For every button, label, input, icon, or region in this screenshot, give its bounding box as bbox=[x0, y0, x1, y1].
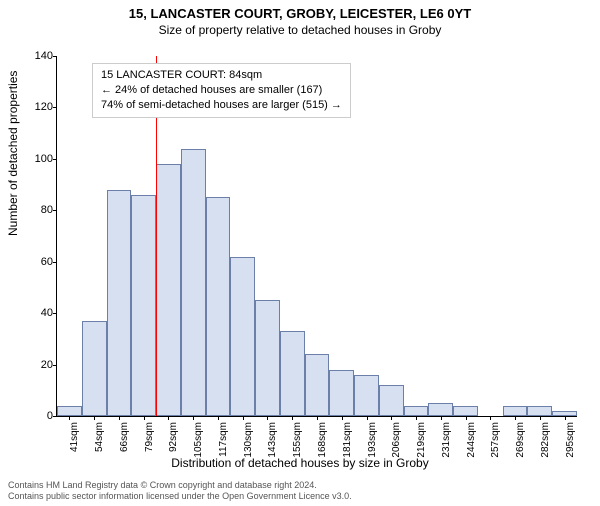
histogram-bar bbox=[206, 197, 231, 416]
x-tick-mark bbox=[342, 416, 343, 420]
histogram-bar bbox=[329, 370, 354, 416]
y-tick-label: 100 bbox=[27, 153, 53, 165]
chart-title-main: 15, LANCASTER COURT, GROBY, LEICESTER, L… bbox=[0, 6, 600, 21]
histogram-bar bbox=[453, 406, 478, 416]
info-line-3: 74% of semi-detached houses are larger (… bbox=[101, 98, 342, 113]
chart-title-sub: Size of property relative to detached ho… bbox=[0, 23, 600, 37]
x-tick-mark bbox=[540, 416, 541, 420]
y-tick-label: 80 bbox=[27, 204, 53, 216]
histogram-bar bbox=[156, 164, 181, 416]
y-tick-mark bbox=[53, 262, 57, 263]
x-tick-mark bbox=[243, 416, 244, 420]
info-line-2: ← 24% of detached houses are smaller (16… bbox=[101, 83, 342, 98]
y-tick-mark bbox=[53, 159, 57, 160]
x-tick-mark bbox=[367, 416, 368, 420]
histogram-bar bbox=[428, 403, 453, 416]
y-tick-mark bbox=[53, 365, 57, 366]
histogram-bar bbox=[503, 406, 528, 416]
histogram-bar bbox=[230, 257, 255, 416]
histogram-bar bbox=[255, 300, 280, 416]
footer-line-2: Contains public sector information licen… bbox=[8, 491, 352, 502]
y-tick-label: 140 bbox=[27, 50, 53, 62]
x-tick-mark bbox=[441, 416, 442, 420]
footer-line-1: Contains HM Land Registry data © Crown c… bbox=[8, 480, 352, 491]
histogram-bar bbox=[527, 406, 552, 416]
x-tick-mark bbox=[565, 416, 566, 420]
histogram-bar bbox=[57, 406, 82, 416]
x-tick-mark bbox=[317, 416, 318, 420]
y-tick-mark bbox=[53, 210, 57, 211]
y-tick-mark bbox=[53, 107, 57, 108]
info-line-1: 15 LANCASTER COURT: 84sqm bbox=[101, 68, 342, 83]
x-tick-mark bbox=[193, 416, 194, 420]
x-tick-mark bbox=[94, 416, 95, 420]
histogram-bar bbox=[131, 195, 156, 416]
y-axis-label: Number of detached properties bbox=[6, 71, 20, 236]
y-tick-label: 120 bbox=[27, 101, 53, 113]
x-tick-mark bbox=[466, 416, 467, 420]
histogram-bar bbox=[379, 385, 404, 416]
x-tick-mark bbox=[69, 416, 70, 420]
x-tick-mark bbox=[267, 416, 268, 420]
y-tick-label: 40 bbox=[27, 307, 53, 319]
y-tick-label: 60 bbox=[27, 256, 53, 268]
histogram-bar bbox=[305, 354, 330, 416]
x-tick-mark bbox=[168, 416, 169, 420]
x-tick-mark bbox=[292, 416, 293, 420]
x-tick-mark bbox=[416, 416, 417, 420]
histogram-bar bbox=[354, 375, 379, 416]
x-axis-label: Distribution of detached houses by size … bbox=[0, 456, 600, 470]
y-tick-mark bbox=[53, 416, 57, 417]
y-tick-label: 20 bbox=[27, 359, 53, 371]
x-tick-mark bbox=[391, 416, 392, 420]
x-tick-mark bbox=[218, 416, 219, 420]
y-tick-mark bbox=[53, 56, 57, 57]
footer-attribution: Contains HM Land Registry data © Crown c… bbox=[8, 480, 352, 503]
histogram-bar bbox=[82, 321, 107, 416]
x-tick-mark bbox=[490, 416, 491, 420]
y-tick-mark bbox=[53, 313, 57, 314]
x-tick-mark bbox=[119, 416, 120, 420]
histogram-bar bbox=[107, 190, 132, 416]
histogram-bar bbox=[181, 149, 206, 416]
histogram-bar bbox=[280, 331, 305, 416]
x-tick-mark bbox=[515, 416, 516, 420]
y-tick-label: 0 bbox=[27, 410, 53, 422]
histogram-bar bbox=[404, 406, 429, 416]
x-tick-mark bbox=[144, 416, 145, 420]
info-callout-box: 15 LANCASTER COURT: 84sqm ← 24% of detac… bbox=[92, 63, 351, 118]
